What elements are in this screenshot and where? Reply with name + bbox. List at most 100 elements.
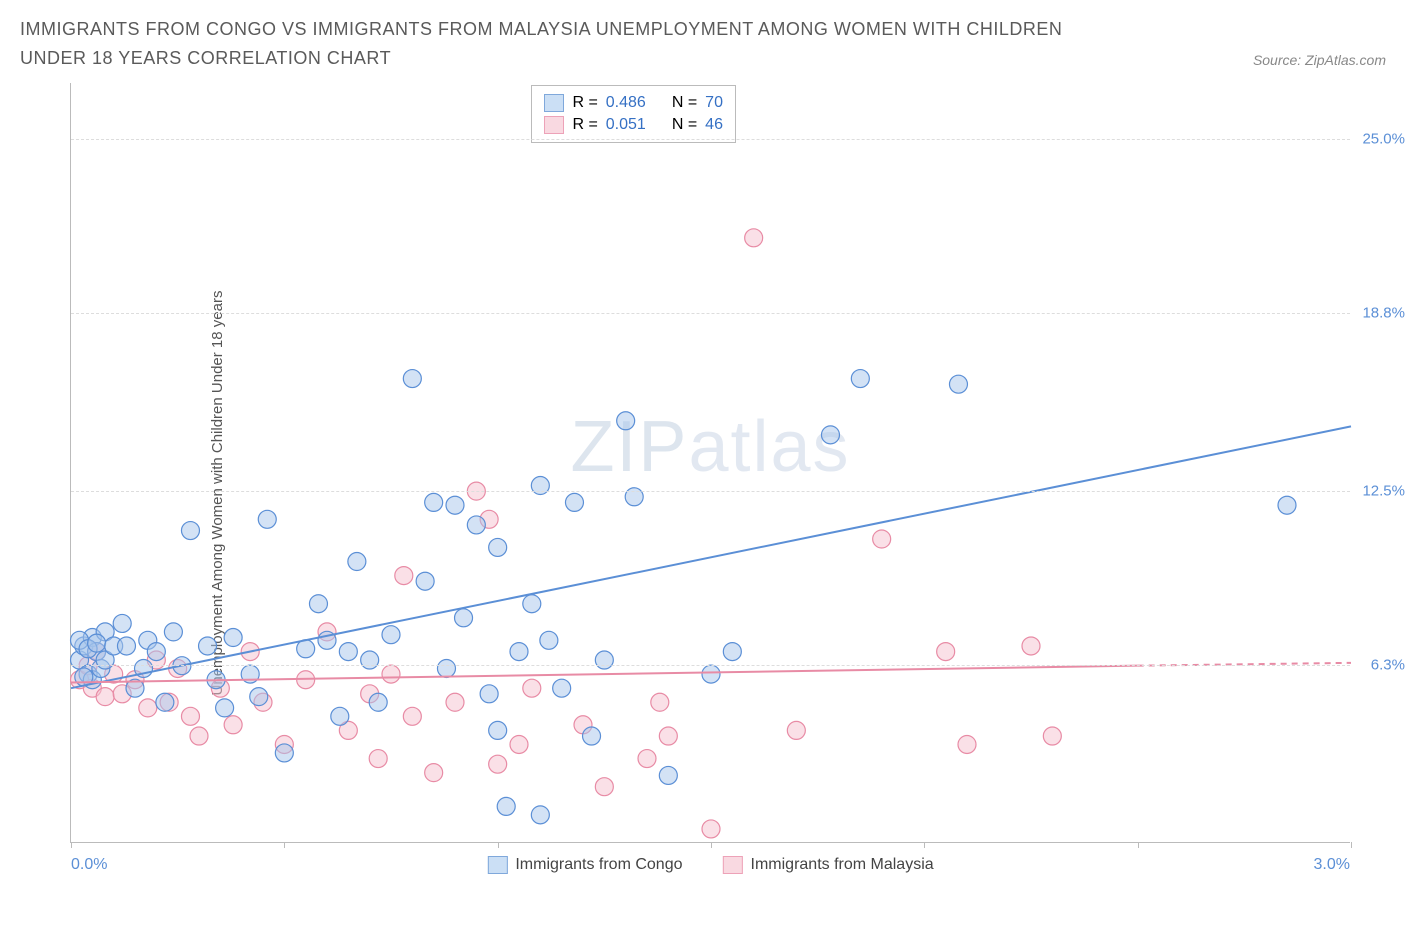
data-point — [702, 665, 720, 683]
y-tick-label: 18.8% — [1362, 305, 1405, 322]
data-point — [595, 777, 613, 795]
data-point — [250, 687, 268, 705]
data-point — [224, 628, 242, 646]
data-point — [467, 516, 485, 534]
legend-bottom-label-1: Immigrants from Malaysia — [751, 856, 934, 874]
data-point — [489, 755, 507, 773]
data-point — [382, 665, 400, 683]
data-point — [164, 622, 182, 640]
data-point — [659, 766, 677, 784]
y-tick-label: 25.0% — [1362, 130, 1405, 147]
data-point — [139, 698, 157, 716]
legend-row-1: R = 0.051 N = 46 — [544, 114, 723, 136]
data-point — [480, 684, 498, 702]
data-point — [437, 659, 455, 677]
data-point — [455, 608, 473, 626]
r-value-0: 0.486 — [606, 94, 646, 112]
data-point — [851, 369, 869, 387]
svg-layer — [71, 83, 1350, 842]
legend-bottom-label-0: Immigrants from Congo — [515, 856, 682, 874]
x-tick-mark — [71, 842, 72, 848]
data-point — [553, 679, 571, 697]
data-point — [181, 521, 199, 539]
data-point — [873, 530, 891, 548]
data-point — [425, 763, 443, 781]
data-point — [446, 496, 464, 514]
data-point — [446, 693, 464, 711]
data-point — [1022, 637, 1040, 655]
x-tick-mark — [924, 842, 925, 848]
data-point — [275, 744, 293, 762]
source-name: ZipAtlas.com — [1305, 52, 1386, 68]
r-label-0: R = — [572, 94, 597, 112]
chart-title: IMMIGRANTS FROM CONGO VS IMMIGRANTS FROM… — [20, 15, 1070, 73]
data-point — [958, 735, 976, 753]
legend-bottom-swatch-0 — [487, 856, 507, 874]
r-value-1: 0.051 — [606, 116, 646, 134]
data-point — [1043, 727, 1061, 745]
data-point — [395, 566, 413, 584]
legend-row-0: R = 0.486 N = 70 — [544, 92, 723, 114]
chart-container: Unemployment Among Women with Children U… — [20, 83, 1386, 903]
data-point — [723, 642, 741, 660]
data-point — [949, 375, 967, 393]
data-point — [331, 707, 349, 725]
trend-line — [71, 426, 1351, 688]
n-value-0: 70 — [705, 94, 723, 112]
legend-swatch-1 — [544, 116, 564, 134]
data-point — [651, 693, 669, 711]
data-point — [382, 625, 400, 643]
data-point — [403, 369, 421, 387]
data-point — [583, 727, 601, 745]
data-point — [224, 715, 242, 733]
data-point — [540, 631, 558, 649]
plot-area: ZIPatlas R = 0.486 N = 70 R = 0.051 N = … — [70, 83, 1350, 843]
data-point — [659, 727, 677, 745]
y-tick-label: 12.5% — [1362, 482, 1405, 499]
gridline — [71, 139, 1350, 140]
data-point — [565, 493, 583, 511]
data-point — [531, 805, 549, 823]
n-label-1: N = — [672, 116, 697, 134]
x-tick-mark — [498, 842, 499, 848]
data-point — [937, 642, 955, 660]
data-point — [88, 634, 106, 652]
data-point — [339, 642, 357, 660]
data-point — [181, 707, 199, 725]
data-point — [190, 727, 208, 745]
data-point — [497, 797, 515, 815]
data-point — [510, 735, 528, 753]
data-point — [309, 594, 327, 612]
data-point — [369, 693, 387, 711]
data-point — [348, 552, 366, 570]
legend-swatch-0 — [544, 94, 564, 112]
data-point — [96, 687, 114, 705]
data-point — [369, 749, 387, 767]
legend-bottom-swatch-1 — [723, 856, 743, 874]
data-point — [489, 538, 507, 556]
x-axis-min-label: 0.0% — [71, 856, 107, 874]
gridline — [71, 491, 1350, 492]
n-label-0: N = — [672, 94, 697, 112]
source-prefix: Source: — [1253, 52, 1305, 68]
data-point — [258, 510, 276, 528]
legend-bottom-item-0: Immigrants from Congo — [487, 856, 682, 874]
data-point — [425, 493, 443, 511]
x-tick-mark — [1351, 842, 1352, 848]
data-point — [702, 820, 720, 838]
data-point — [510, 642, 528, 660]
x-tick-mark — [711, 842, 712, 848]
data-point — [1278, 496, 1296, 514]
data-point — [113, 614, 131, 632]
data-point — [821, 425, 839, 443]
x-tick-mark — [1138, 842, 1139, 848]
data-point — [216, 698, 234, 716]
data-point — [523, 594, 541, 612]
legend-bottom-item-1: Immigrants from Malaysia — [723, 856, 934, 874]
data-point — [787, 721, 805, 739]
gridline — [71, 313, 1350, 314]
r-label-1: R = — [572, 116, 597, 134]
data-point — [638, 749, 656, 767]
gridline — [71, 665, 1350, 666]
source-label: Source: ZipAtlas.com — [1253, 52, 1386, 68]
